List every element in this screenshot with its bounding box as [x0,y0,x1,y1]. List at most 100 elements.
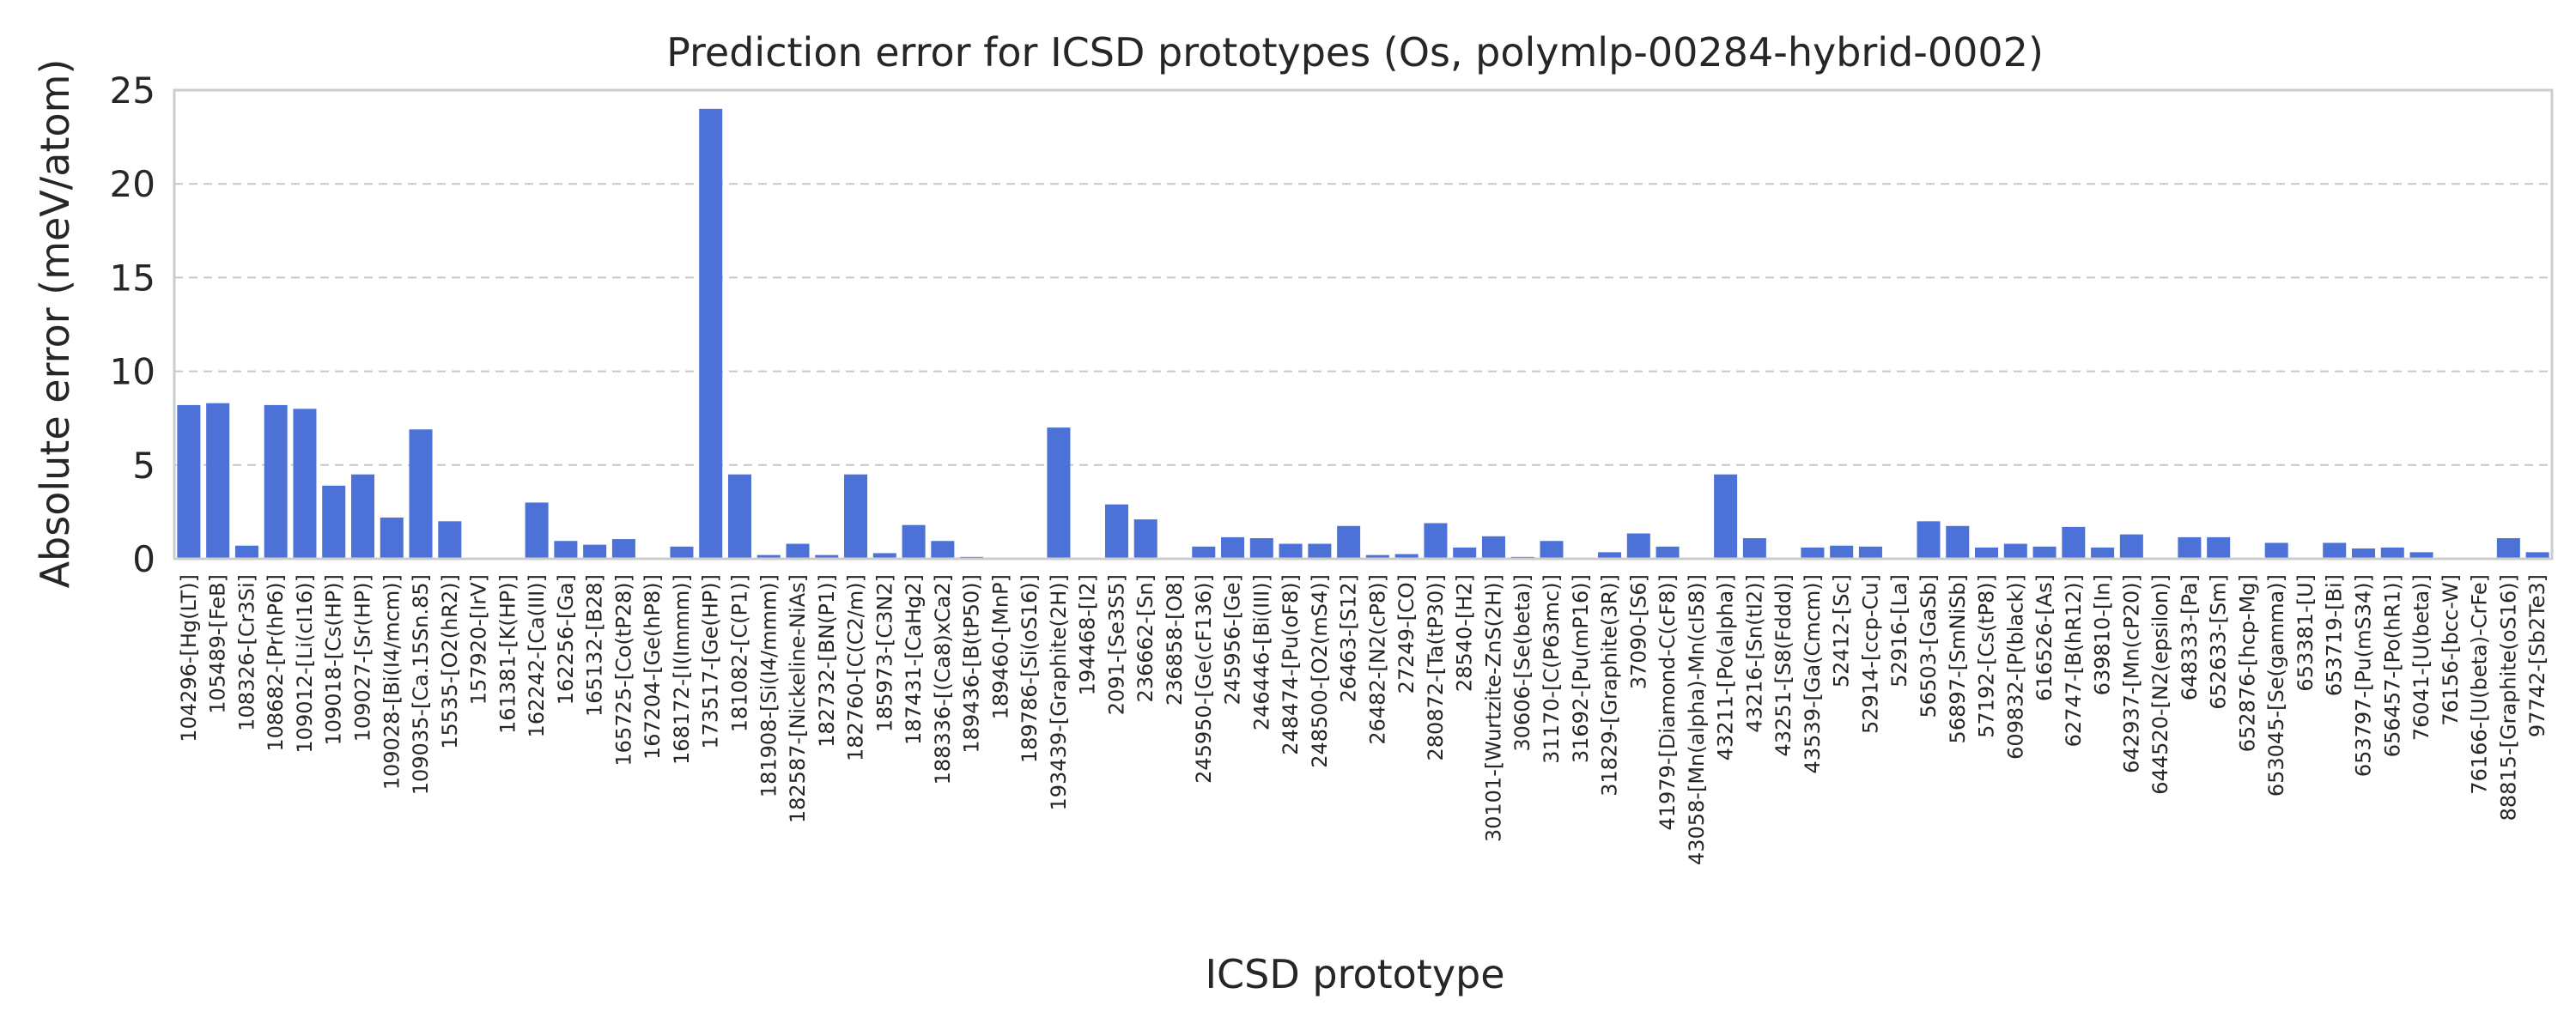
bar [583,544,607,559]
x-tick-label: 652876-[hcp-Mg] [2235,574,2259,752]
bar [1975,547,1999,559]
bar [815,554,839,559]
bar [1424,523,1448,559]
x-tick-label: 30606-[Se(beta)] [1510,574,1534,752]
x-tick-label: 109035-[Ca.15Sn.85] [409,574,433,795]
x-tick-label: 161381-[K(HP)] [495,574,519,734]
x-tick-label: 181082-[C(P1)] [727,574,751,732]
x-tick-label: 182732-[BN(P1)] [815,574,839,748]
x-tick-label: 652633-[Sm] [2207,574,2231,710]
x-tick-label: 157920-[IrV] [467,574,491,705]
bar [1481,536,1505,559]
bar [2496,537,2520,559]
x-tick-label: 168172-[I(Immm)] [670,574,694,765]
bar [2119,534,2143,559]
bar [1279,543,1303,559]
y-tick-label: 15 [110,257,155,299]
bar [1714,474,1738,559]
x-tick-label: 57192-[Cs(tP8)] [1975,574,1999,738]
bar [206,403,230,559]
x-tick-label: 248474-[Pu(oF8)] [1279,574,1303,755]
bar [1626,533,1650,559]
x-tick-label: 105489-[FeB] [206,574,230,714]
x-tick-label: 109027-[Sr(HP)] [350,574,374,742]
x-tick-label: 15535-[O2(hR2)] [438,574,462,749]
bar [2062,526,2086,559]
bar [1047,427,1071,559]
x-tick-label: 62747-[B(hR12)] [2062,574,2086,747]
bar [756,554,781,559]
bar [2351,548,2376,559]
bar [1540,541,1564,559]
bar [322,485,346,559]
bar [1337,525,1361,559]
x-tick-label: 182760-[C(C2/m)] [844,574,868,761]
x-tick-label: 37090-[S6] [1626,574,1650,689]
x-tick-label: 109028-[Bi(I4/mcm)] [380,574,404,790]
x-tick-label: 28540-[H2] [1453,574,1477,692]
x-tick-label: 185973-[C3N2] [872,574,896,732]
bar [525,502,549,559]
bar [2207,536,2231,559]
x-tick-label: 43211-[Po(alpha)] [1714,574,1738,760]
x-tick-label: 639810-[In] [2091,574,2115,695]
x-tick-label: 41979-[Diamond-C(cF8)] [1656,574,1680,831]
x-tick-label: 648333-[Pa] [2178,574,2202,700]
bar [1221,536,1245,559]
x-tick-label: 616526-[As] [2032,574,2057,701]
bars [177,108,2549,560]
bar [234,545,258,559]
x-tick-label: 56897-[SmNiSb] [1946,574,1970,743]
x-tick-label: 76041-[U(beta)] [2409,574,2433,741]
x-tick-labels: 104296-[Hg(LT)] 105489-[FeB] 108326-[Cr3Si… [177,574,2549,865]
x-tick-label: 653381-[U] [2293,574,2318,692]
x-tick-label: 644520-[N2(epsilon)] [2148,574,2172,795]
x-tick-label: 246446-[Bi(III)] [1249,574,1273,730]
bar [1917,521,1941,559]
bar [438,521,462,559]
x-tick-label: 653045-[Se(gamma)] [2264,574,2288,797]
bar [409,429,433,559]
bar [670,546,694,559]
x-tick-label: 189460-[MnP] [988,574,1012,719]
bar [1192,546,1216,559]
x-tick-label: 104296-[Hg(LT)] [177,574,201,742]
bar [1598,552,1622,559]
x-tick-label: 52412-[Sc] [1830,574,1854,688]
bar [902,524,926,559]
bar [786,543,810,559]
x-tick-label: 189786-[Si(oS16)] [1018,574,1042,763]
x-tick-label: 30101-[Wurtzite-ZnS(2H)] [1481,574,1505,842]
x-tick-label: 26463-[S12] [1337,574,1361,703]
x-tick-label: 162256-[Ga] [554,574,578,705]
bar [931,541,955,559]
x-tick-label: 27249-[CO] [1394,574,1419,694]
x-tick-label: 165725-[Co(tP28)] [611,574,635,766]
x-tick-label: 236858-[O8] [1163,574,1187,706]
bar [350,474,375,559]
bar [1946,525,1970,559]
bar [1656,546,1680,559]
x-tick-label: 193439-[Graphite(2H)] [1047,574,1071,811]
bar [2323,542,2347,559]
bar [1104,504,1128,559]
bar [2380,547,2404,559]
x-tick-label: 52916-[La] [1887,574,1911,688]
bar [554,541,578,559]
x-tick-label: 162242-[Ca(III)] [525,574,549,737]
x-tick-label: 280872-[Ta(tP30)] [1424,574,1448,761]
x-tick-label: 88815-[Graphite(oS16)] [2496,574,2520,821]
bar [872,553,896,559]
bar [1858,546,1882,559]
x-axis-label: ICSD prototype [1205,951,1504,997]
x-tick-label: 194468-[I2] [1076,574,1100,695]
bar [1453,547,1477,559]
bar [1394,554,1419,559]
x-tick-label: 31692-[Pu(mP16)] [1569,574,1593,763]
x-tick-label: 245950-[Ge(cF136)] [1192,574,1216,784]
x-tick-label: 2091-[Se3S5] [1104,574,1128,715]
x-tick-label: 43539-[Ga(Cmcm)] [1801,574,1825,773]
bar [727,474,751,559]
x-tick-label: 167204-[Ge(hP8)] [641,574,665,760]
